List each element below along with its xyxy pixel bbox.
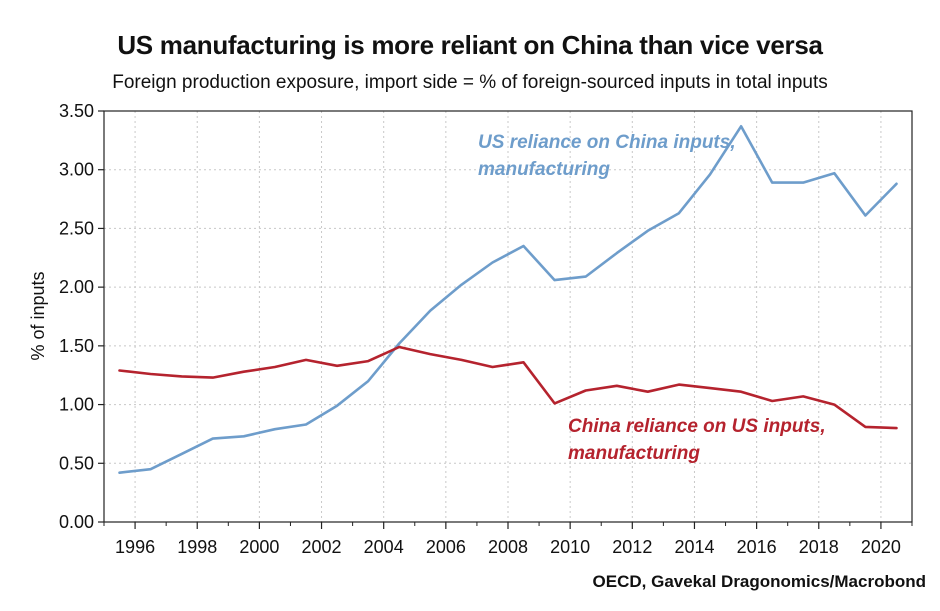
axis-ticks: 0.00 0.50 1.00 1.50 2.00 2.50 3.00 3.50 1996 1998… [59,101,913,557]
y-tick-label: 1.50 [59,336,94,356]
series-annotations: US reliance on China inputs, manufacturin… [478,132,826,464]
y-tick-label: 0.50 [59,453,94,473]
x-tick-label: 2004 [364,537,404,557]
x-tick-label: 2018 [799,537,839,557]
x-tick-label: 2002 [302,537,342,557]
y-tick-label: 3.50 [59,101,94,121]
y-tick-label: 2.00 [59,277,94,297]
x-tick-label: 2012 [612,537,652,557]
annotation-china-reliance-line: manufacturing [568,443,700,464]
x-tick-label: 1996 [115,537,155,557]
y-tick-label: 3.00 [59,160,94,180]
x-tick-label: 2006 [426,537,466,557]
annotation-us-reliance-line: US reliance on China inputs, [478,132,736,153]
annotation-us-reliance-line: manufacturing [478,159,610,180]
x-tick-label: 2008 [488,537,528,557]
x-tick-label: 2020 [861,537,901,557]
x-tick-label: 2010 [550,537,590,557]
series-line-china-reliance [118,345,898,430]
series-lines [118,125,898,475]
x-tick-label: 2016 [737,537,777,557]
y-tick-label: 1.00 [59,395,94,415]
y-axis-label: % of inputs [28,271,48,360]
x-tick-label: 1998 [177,537,217,557]
x-tick-label: 2014 [674,537,714,557]
chart-title: US manufacturing is more reliant on Chin… [117,30,823,60]
y-tick-label: 0.00 [59,512,94,532]
chart-source: OECD, Gavekal Dragonomics/Macrobond [592,572,926,591]
series-line-us-reliance [118,125,898,475]
y-tick-label: 2.50 [59,218,94,238]
annotation-china-reliance-line: China reliance on US inputs, [568,416,826,437]
x-tick-label: 2000 [239,537,279,557]
grid-lines [104,111,912,522]
chart-subtitle: Foreign production exposure, import side… [112,72,828,93]
